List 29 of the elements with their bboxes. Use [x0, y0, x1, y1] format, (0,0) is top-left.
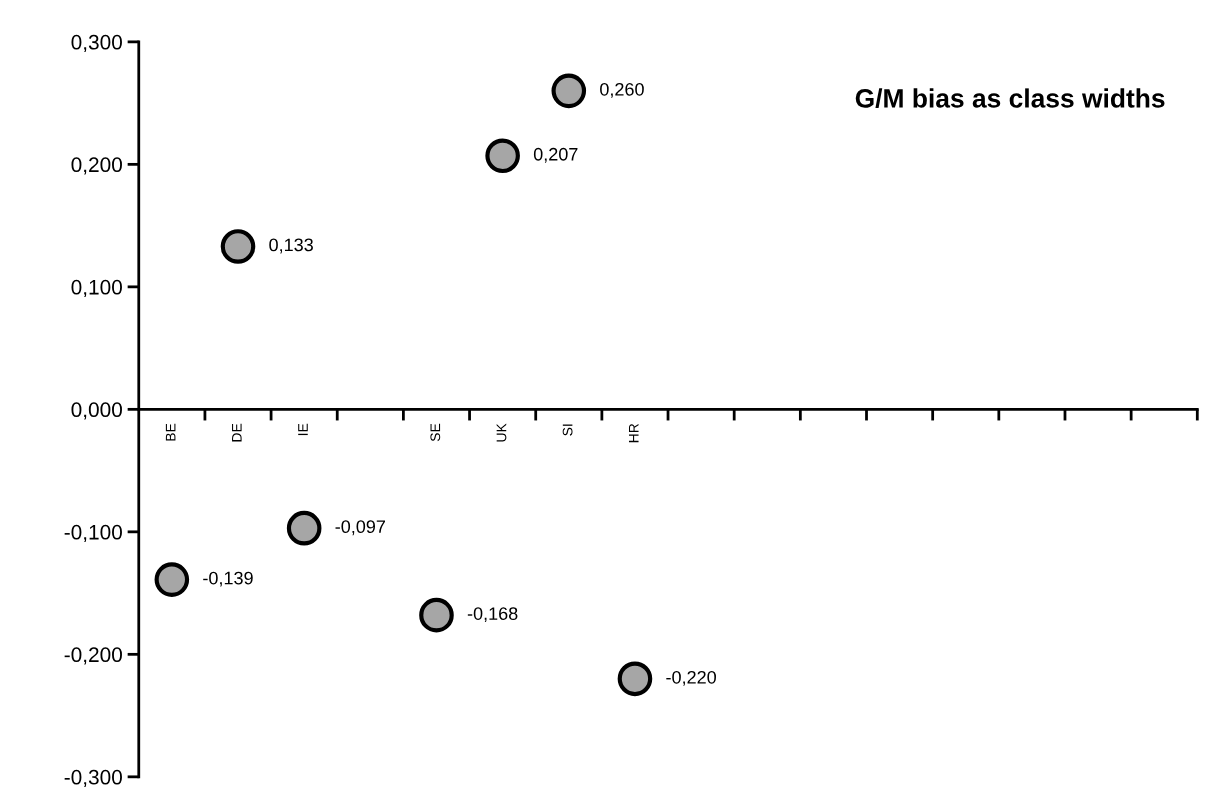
x-tick-label: DE [232, 423, 242, 442]
point [419, 597, 454, 633]
y-tick-label: 0,200 [71, 157, 122, 175]
x-tick-label: SE [430, 423, 441, 442]
point [551, 73, 587, 109]
data-label: -0,220 [666, 670, 716, 686]
data-label: -0,139 [203, 571, 253, 587]
x-tick-label: UK [496, 423, 507, 442]
y-tick-label: -0,200 [64, 647, 122, 665]
text: G/M bias as class widths [855, 88, 1165, 109]
y-tick-label: 0,100 [71, 279, 122, 298]
x-tick-label: BE [165, 423, 176, 441]
point [220, 229, 256, 264]
point [154, 562, 190, 597]
y-tick-label: 0,000 [71, 402, 122, 420]
point [617, 661, 653, 697]
data-label: -0,168 [467, 607, 518, 623]
y-tick-label: -0,100 [64, 524, 122, 543]
data-label: 0,260 [600, 82, 644, 98]
point [286, 510, 322, 546]
y-tick-label: 0,300 [71, 34, 122, 53]
data-label: -0,097 [335, 520, 385, 536]
data-label: 0,207 [533, 147, 578, 163]
data-label: 0,133 [269, 238, 313, 254]
x-tick-label: IE [298, 423, 308, 436]
y-tick-label: -0,300 [64, 769, 122, 788]
x-tick-label: SI [562, 424, 573, 436]
point [485, 138, 520, 174]
x-tick-label: HR [628, 423, 639, 443]
